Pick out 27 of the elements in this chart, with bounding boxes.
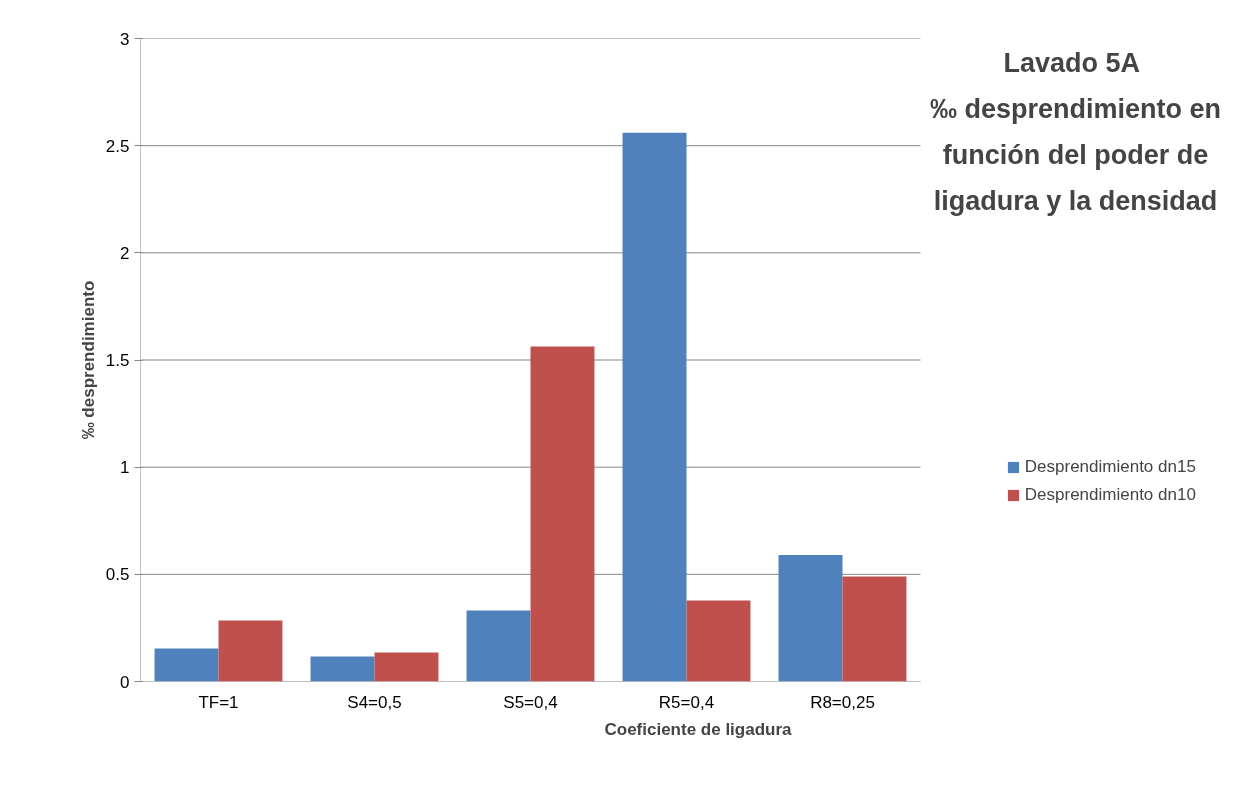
legend-label: Desprendimiento dn15 <box>1024 457 1196 478</box>
y-tick-label: 1 <box>120 458 130 478</box>
bar <box>466 610 531 682</box>
x-tick-label: S4=0,5 <box>347 692 402 712</box>
x-tick-label: TF=1 <box>198 692 239 712</box>
y-tick-label: 1.5 <box>105 351 130 370</box>
y-tick-label: 3 <box>120 29 130 49</box>
bar <box>530 346 595 682</box>
x-tick-label: R5=0,4 <box>658 692 715 712</box>
legend-label: Desprendimiento dn10 <box>1024 485 1196 506</box>
x-tick-label: R8=0,25 <box>810 692 875 712</box>
bar <box>218 620 283 682</box>
y-axis-title: ‰ desprendimiento <box>78 280 98 440</box>
y-tick-label: 2.5 <box>105 136 130 156</box>
bar <box>778 555 843 682</box>
y-tick-label: 0 <box>120 672 130 692</box>
x-tick-label: S5=0,4 <box>503 692 558 712</box>
bar <box>154 648 219 682</box>
text: Lavado 5A ‰ desprendimiento en función del poder de ligadura y la densidad <box>930 47 1222 216</box>
y-tick-label: 0.5 <box>105 565 130 585</box>
bar <box>310 656 375 682</box>
bar <box>622 132 687 682</box>
bar <box>842 576 907 682</box>
bar <box>686 600 751 682</box>
y-tick-label: 2 <box>120 243 130 263</box>
bar <box>374 652 439 682</box>
x-axis-title: Coeficiente de ligadura <box>604 719 793 739</box>
